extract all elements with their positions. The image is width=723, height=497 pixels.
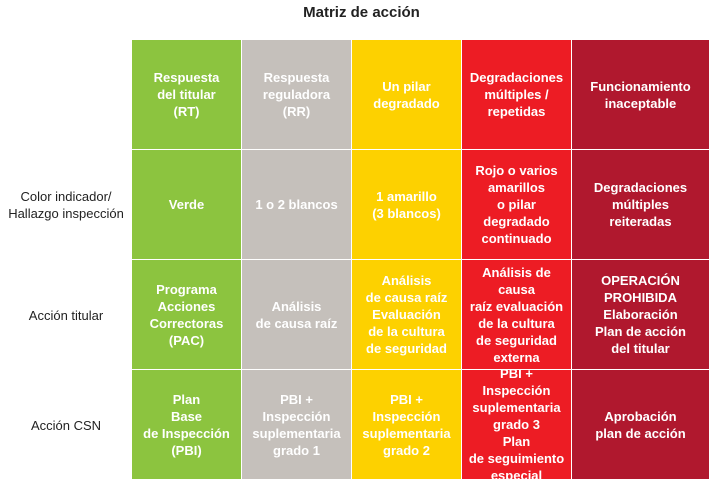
cell-text: OPERACIÓN PROHIBIDA Elaboración Plan de …: [594, 273, 687, 356]
action-matrix: Respuesta del titular (RT) Respuesta reg…: [132, 40, 710, 480]
cell-r2-c0: Programa Acciones Correctoras (PAC): [132, 260, 242, 370]
cell-text: Respuesta reguladora (RR): [262, 70, 331, 119]
cell-r3-c1: PBI + Inspección suplementaria grado 1: [242, 370, 352, 480]
cell-r0-c2: Un pilar degradado: [352, 40, 462, 150]
cell-text: PBI + Inspección suplementaria grado 3 P…: [468, 370, 565, 480]
cell-text: Análisis de causa raíz evaluación de la …: [469, 264, 564, 365]
cell-text: Funcionamiento inaceptable: [590, 78, 691, 111]
cell-text: Verde: [168, 197, 205, 212]
cell-text: Degradaciones múltiples reiteradas: [593, 180, 688, 229]
cell-r1-c2: 1 amarillo (3 blancos): [352, 150, 462, 260]
cell-text: Análisis de causa raíz Evaluación de la …: [365, 273, 448, 356]
cell-text: PBI + Inspección suplementaria grado 2: [362, 391, 451, 458]
cell-r2-c4: OPERACIÓN PROHIBIDA Elaboración Plan de …: [572, 260, 710, 370]
row-label-text: Acción titular: [28, 307, 104, 323]
cell-text: Plan Base de Inspección (PBI): [143, 391, 230, 458]
cell-text: Análisis de causa raíz: [255, 298, 338, 331]
cell-r3-c3: PBI + Inspección suplementaria grado 3 P…: [462, 370, 572, 480]
row-label-accion-csn: Acción CSN: [0, 370, 132, 480]
cell-text: PBI + Inspección suplementaria grado 1: [252, 391, 341, 458]
cell-text: Programa Acciones Correctoras (PAC): [149, 281, 224, 348]
cell-text: Rojo o varios amarillos o pilar degradad…: [475, 163, 558, 246]
cell-r0-c1: Respuesta reguladora (RR): [242, 40, 352, 150]
matrix-title: Matriz de acción: [303, 4, 420, 21]
row-label-text: Color indicador/ Hallazgo inspección: [8, 189, 124, 221]
cell-text: 1 o 2 blancos: [255, 197, 338, 212]
cell-r1-c1: 1 o 2 blancos: [242, 150, 352, 260]
cell-text: Degradaciones múltiples / repetidas: [469, 70, 564, 119]
cell-r2-c1: Análisis de causa raíz: [242, 260, 352, 370]
cell-r3-c4: Aprobación plan de acción: [572, 370, 710, 480]
row-label-accion-titular: Acción titular: [0, 260, 132, 370]
cell-text: Respuesta del titular (RT): [153, 70, 220, 119]
cell-r3-c2: PBI + Inspección suplementaria grado 2: [352, 370, 462, 480]
cell-r0-c3: Degradaciones múltiples / repetidas: [462, 40, 572, 150]
cell-text: 1 amarillo (3 blancos): [372, 188, 441, 221]
cell-r1-c3: Rojo o varios amarillos o pilar degradad…: [462, 150, 572, 260]
cell-r0-c0: Respuesta del titular (RT): [132, 40, 242, 150]
cell-r1-c0: Verde: [132, 150, 242, 260]
cell-r2-c2: Análisis de causa raíz Evaluación de la …: [352, 260, 462, 370]
cell-r0-c4: Funcionamiento inaceptable: [572, 40, 710, 150]
cell-r2-c3: Análisis de causa raíz evaluación de la …: [462, 260, 572, 370]
cell-text: Aprobación plan de acción: [595, 408, 686, 441]
cell-r3-c0: Plan Base de Inspección (PBI): [132, 370, 242, 480]
cell-r1-c4: Degradaciones múltiples reiteradas: [572, 150, 710, 260]
row-label-color-indicador: Color indicador/ Hallazgo inspección: [0, 150, 132, 260]
cell-text: Un pilar degradado: [373, 78, 440, 111]
row-label-text: Acción CSN: [30, 417, 102, 433]
